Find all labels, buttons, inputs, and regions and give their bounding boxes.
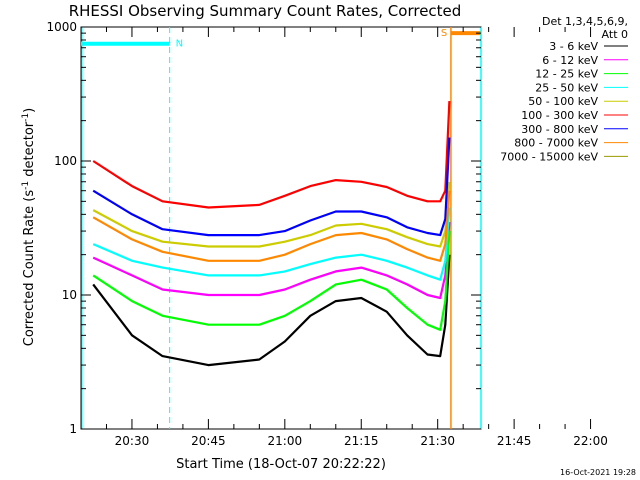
y-axis-label-part3: ) [22, 108, 37, 113]
y-axis-ticks: 1 10 100 1000 [46, 20, 481, 436]
y-axis-label-part1: Corrected Count Rate (s [22, 190, 37, 347]
legend-label-1: 6 - 12 keV [542, 54, 598, 67]
x-tick-label-3: 21:15 [344, 434, 379, 448]
series-line-0 [92, 254, 451, 367]
series-line-3 [92, 207, 451, 281]
plot-frame [80, 26, 482, 430]
flag-bar-label-0: N [176, 39, 183, 50]
series-line-5 [92, 101, 451, 209]
series-line-7 [92, 190, 451, 262]
x-tick-label-5: 21:45 [497, 434, 532, 448]
y-axis-label-sup2: -1 [21, 113, 31, 122]
x-tick-label-6: 22:00 [573, 434, 608, 448]
x-tick-label-4: 21:30 [420, 434, 455, 448]
flag-bars: NS [81, 28, 481, 50]
legend-label-4: 50 - 100 keV [528, 95, 598, 108]
series-line-2 [92, 231, 451, 331]
legend-label-8: 7000 - 15000 keV [500, 150, 598, 163]
y-axis-label: Corrected Count Rate (s-1 detector-1) [21, 108, 37, 346]
x-tick-label-0: 20:30 [115, 434, 150, 448]
y-tick-label-3: 1000 [46, 20, 77, 34]
y-tick-label-0: 1 [69, 422, 77, 436]
series-line-4 [92, 181, 451, 248]
legend-label-2: 12 - 25 keV [535, 68, 598, 81]
legend-header-1: Det 1,3,4,5,6,9, [542, 15, 628, 28]
legend-header-2: Att 0 [602, 28, 628, 41]
series-line-1 [92, 222, 451, 300]
x-tick-label-1: 20:45 [191, 434, 226, 448]
x-tick-label-2: 21:00 [268, 434, 303, 448]
legend-label-7: 800 - 7000 keV [514, 137, 598, 150]
legend-label-6: 300 - 800 keV [521, 123, 598, 136]
y-axis-label-part2: detector [22, 121, 37, 181]
legend-label-0: 3 - 6 keV [549, 40, 598, 53]
series-line-6 [92, 137, 451, 237]
x-axis-label: Start Time (18-Oct-07 20:22:22) [176, 457, 386, 472]
vertical-marker-lines [81, 27, 482, 429]
legend-label-3: 25 - 50 keV [535, 81, 598, 94]
chart-title: RHESSI Observing Summary Count Rates, Co… [69, 2, 462, 20]
y-tick-label-1: 10 [62, 288, 77, 302]
flag-bar-label-2: S [441, 28, 447, 39]
series-lines [92, 101, 451, 367]
y-axis-label-sup1: -1 [21, 181, 31, 190]
legend-label-5: 100 - 300 keV [521, 109, 598, 122]
x-axis-ticks: 20:30 20:45 21:00 21:15 21:30 21:45 22:00 [80, 27, 608, 448]
footer-timestamp: 16-Oct-2021 19:28 [560, 468, 636, 477]
y-tick-label-2: 100 [54, 154, 77, 168]
